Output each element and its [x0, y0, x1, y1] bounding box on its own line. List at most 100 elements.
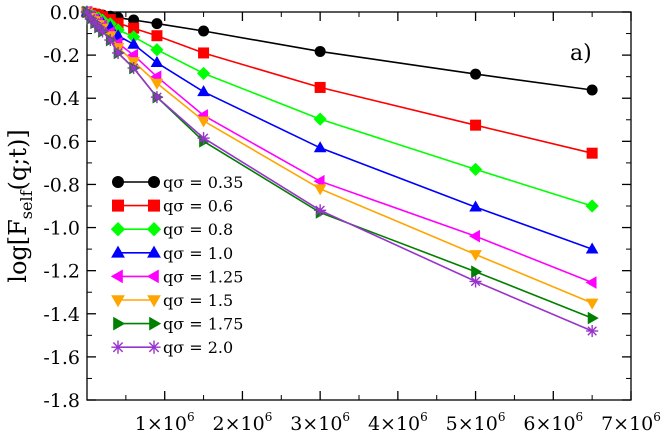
legend-marker [111, 245, 125, 258]
axes-frame-group: 0.0 -0.2 -0.4 -0.6 -0.8 -1.0 -1.2 -1.4 -1.6 -1.8 1… [43, 2, 661, 435]
data-point [585, 199, 599, 213]
legend-item: qσ = 2.0 [111, 338, 233, 357]
legend-marker [148, 176, 160, 188]
data-point [151, 30, 163, 42]
x-tick-label: 4×106 [368, 410, 428, 435]
y-tick-label: -1.4 [43, 304, 80, 326]
data-point [313, 141, 327, 153]
legend-label: qσ = 0.35 [163, 173, 243, 192]
y-tick-label: -1.6 [43, 347, 80, 369]
series-2-0 [80, 5, 599, 338]
legend-marker [112, 199, 124, 212]
y-tick-label: 0.0 [50, 2, 80, 24]
legend: qσ = 0.35 qσ = 0.6 qσ = 0.8 qσ = 1.0 qσ = 1.… [110, 173, 243, 357]
data-point [127, 61, 140, 75]
y-tick-label: -1.2 [43, 261, 80, 283]
data-point [469, 250, 482, 262]
legend-item: qσ = 1.0 [111, 244, 233, 263]
legend-label: qσ = 1.25 [163, 267, 243, 286]
data-point [313, 184, 327, 196]
panel-label: a) [570, 41, 592, 66]
legend-label: qσ = 0.8 [163, 220, 233, 239]
legend-marker [147, 340, 161, 354]
data-point [151, 18, 163, 30]
data-point [470, 119, 482, 131]
legend-item: qσ = 1.25 [110, 267, 243, 286]
legend-label: qσ = 1.75 [163, 315, 243, 334]
data-point [468, 229, 480, 243]
legend-marker [146, 269, 159, 284]
data-point [127, 37, 140, 49]
data-point [585, 276, 597, 289]
data-point [197, 85, 210, 97]
legend-marker [110, 269, 123, 284]
data-point [111, 29, 125, 41]
data-point [150, 78, 164, 90]
data-point [586, 84, 598, 96]
data-point [468, 162, 483, 176]
data-point [112, 17, 124, 29]
data-point [471, 265, 483, 279]
data-point [198, 47, 210, 59]
x-tick-label: 1×106 [135, 410, 195, 435]
y-tick-label: -0.4 [43, 88, 80, 110]
legend-item: qσ = 1.5 [111, 291, 233, 310]
legend-label: qσ = 1.5 [163, 291, 233, 310]
x-tick-label: 3×106 [290, 410, 350, 435]
data-point [127, 30, 141, 44]
data-point [150, 43, 164, 57]
legend-marker [147, 245, 161, 258]
legend-marker [146, 222, 162, 237]
y-tick-label: -0.2 [43, 45, 80, 67]
y-tick-label: -1.0 [43, 218, 80, 240]
data-point [314, 45, 326, 57]
legend-item: qσ = 0.6 [112, 197, 233, 216]
legend-item: qσ = 1.75 [113, 315, 243, 334]
legend-marker [110, 222, 126, 237]
data-point [128, 22, 140, 34]
data-point [96, 25, 109, 38]
y-tick-label: -1.8 [43, 390, 80, 412]
legend-label: qσ = 1.0 [163, 244, 233, 263]
data-point [197, 132, 210, 145]
data-point [587, 311, 599, 325]
legend-label: qσ = 2.0 [163, 338, 233, 357]
x-tick-label: 6×106 [523, 410, 583, 435]
data-point [314, 81, 326, 93]
data-point [80, 5, 94, 19]
y-axis-title: log[Fself(q;t)] [4, 129, 36, 282]
data-point [313, 112, 327, 126]
data-point [314, 204, 327, 217]
data-point [585, 242, 599, 254]
legend-item: qσ = 0.35 [112, 173, 243, 192]
data-point [112, 46, 125, 60]
y-tick-label: -0.6 [43, 131, 80, 153]
legend-marker [148, 199, 160, 212]
data-point [469, 275, 482, 288]
data-point [197, 116, 210, 128]
data-point [150, 56, 164, 68]
legend-item: qσ = 0.8 [110, 220, 233, 239]
y-tick-label: -0.8 [43, 174, 80, 196]
x-tick-label: 2×106 [213, 410, 273, 435]
data-point [196, 66, 211, 81]
legend-marker [111, 340, 125, 354]
data-point [150, 91, 163, 104]
data-point [469, 200, 482, 212]
legend-marker [111, 295, 125, 308]
series-1-75 [82, 5, 599, 325]
data-point [586, 324, 599, 338]
data-point [585, 298, 599, 310]
series-1-0 [80, 5, 599, 254]
legend-label: qσ = 0.6 [163, 197, 233, 216]
data-point [104, 33, 117, 47]
series-group [80, 5, 599, 338]
x-tick-label: 7×106 [601, 410, 661, 435]
data-point [586, 147, 598, 159]
data-point [470, 68, 482, 80]
data-point [198, 25, 210, 37]
legend-marker [112, 176, 124, 188]
legend-marker [113, 316, 126, 331]
